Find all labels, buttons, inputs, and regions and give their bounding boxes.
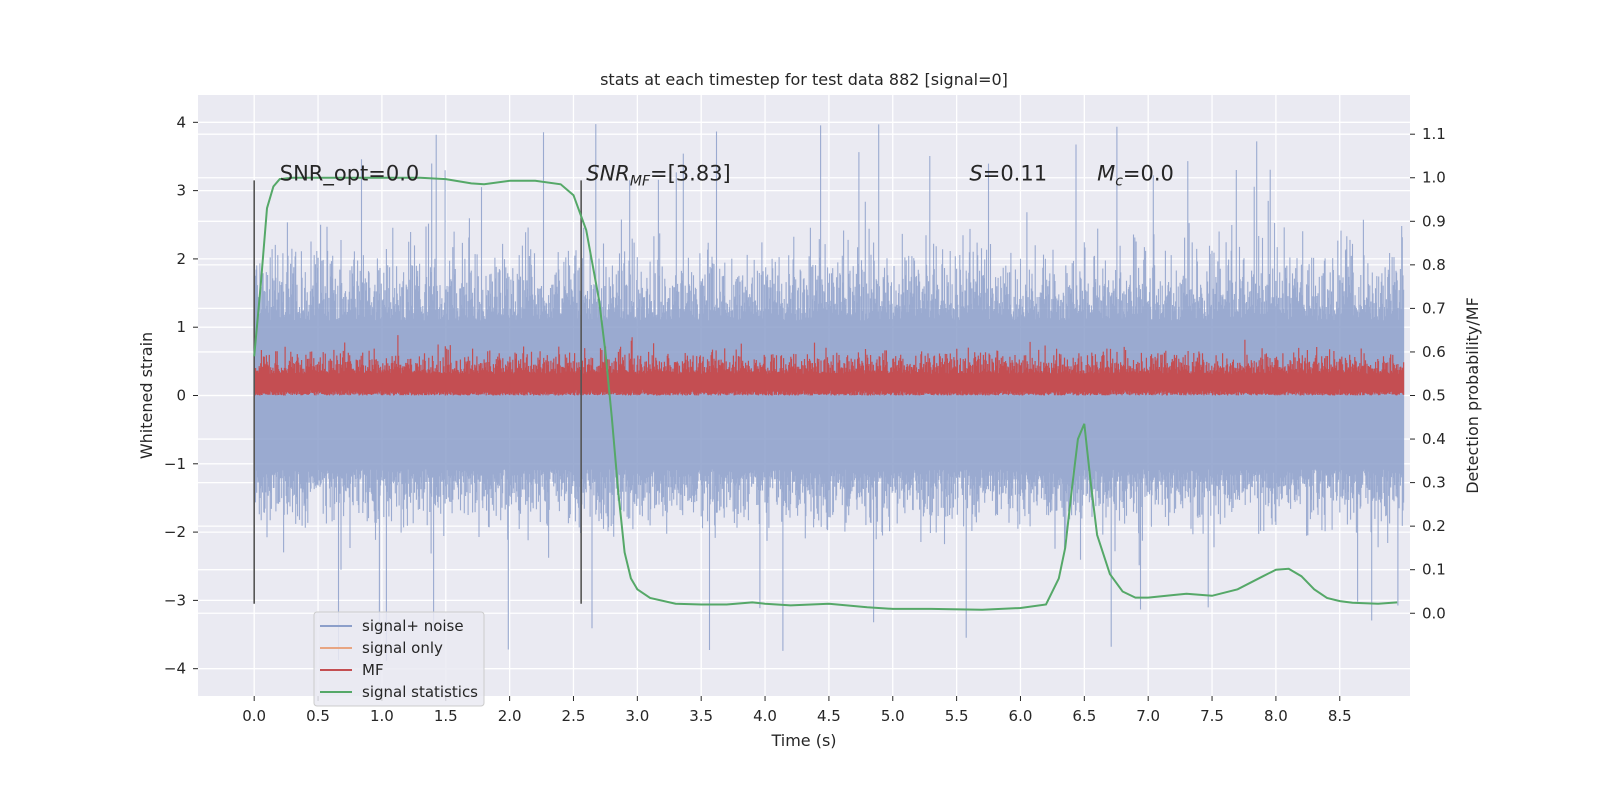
legend-item-signal-only: signal only bbox=[320, 639, 443, 657]
y2-tick-label: 0.3 bbox=[1422, 474, 1446, 492]
annotation-mc: Mc=0.0 bbox=[1097, 161, 1174, 189]
y2-tick-label: 0.7 bbox=[1422, 299, 1446, 317]
x-tick-label: 8.0 bbox=[1264, 707, 1288, 725]
annotation-s: S=0.11 bbox=[969, 161, 1047, 185]
chart-title: stats at each timestep for test data 882… bbox=[600, 70, 1008, 89]
y2-axis-label: Detection probability/MF bbox=[1463, 297, 1482, 494]
y2-tick-label: 0.2 bbox=[1422, 517, 1446, 535]
annotation-snr-mf-value: =[3.83] bbox=[650, 161, 731, 185]
x-tick-label: 3.5 bbox=[689, 707, 713, 725]
x-tick-label: 0.5 bbox=[306, 707, 330, 725]
y2-tick-label: 0.5 bbox=[1422, 387, 1446, 405]
x-tick-label: 3.0 bbox=[625, 707, 649, 725]
annotation-mc-subscript: c bbox=[1115, 173, 1123, 189]
y2-tick-label: 0.0 bbox=[1422, 604, 1446, 622]
x-axis-label: Time (s) bbox=[770, 731, 836, 750]
x-tick-label: 6.0 bbox=[1009, 707, 1033, 725]
annotation-snr-mf: SNRMF=[3.83] bbox=[586, 161, 731, 189]
y2-tick-label: 0.9 bbox=[1422, 212, 1446, 230]
legend-label-signal-noise: signal+ noise bbox=[362, 617, 464, 635]
legend-box bbox=[313, 611, 485, 707]
y2-tick-label: 0.8 bbox=[1422, 256, 1446, 274]
y2-tick-label: 1.1 bbox=[1422, 125, 1446, 143]
annotation-s-value: =0.11 bbox=[983, 161, 1047, 185]
legend-item-mf: MF bbox=[320, 661, 384, 679]
annotation-s-symbol: S bbox=[969, 161, 982, 185]
annotation-mc-value: =0.0 bbox=[1123, 161, 1174, 185]
legend-label-signal-only: signal only bbox=[362, 639, 443, 657]
legend: signal+ noise signal only MF signal stat… bbox=[313, 611, 485, 707]
y-tick-label: −2 bbox=[164, 523, 186, 541]
window-markers bbox=[253, 180, 582, 604]
legend-label-signal-statistics: signal statistics bbox=[362, 683, 478, 701]
y-tick-label: 1 bbox=[176, 318, 186, 336]
x-axis-ticks: 0.0 0.5 1.0 1.5 2.0 2.5 3.0 3.5 4.0 4.5 5.0 5.5 6.0 6… bbox=[242, 696, 1352, 725]
y2-axis-ticks: 1.1 1.0 0.9 0.8 0.7 0.6 0.5 0.4 0.3 0.2 0.1 0.0 bbox=[1410, 125, 1446, 622]
legend-item-signal-noise: signal+ noise bbox=[320, 617, 464, 635]
legend-item-signal-statistics: signal statistics bbox=[320, 683, 478, 701]
y-axis-label: Whitened strain bbox=[137, 332, 156, 459]
y2-tick-label: 0.4 bbox=[1422, 430, 1446, 448]
x-tick-label: 2.0 bbox=[498, 707, 522, 725]
x-tick-label: 7.0 bbox=[1136, 707, 1160, 725]
y-tick-label: 3 bbox=[176, 182, 186, 200]
x-tick-label: 1.5 bbox=[434, 707, 458, 725]
x-tick-label: 7.5 bbox=[1200, 707, 1224, 725]
y-tick-label: 0 bbox=[176, 387, 186, 405]
y-tick-label: −1 bbox=[164, 455, 186, 473]
y-tick-label: −4 bbox=[164, 660, 186, 678]
x-tick-label: 4.0 bbox=[753, 707, 777, 725]
y2-tick-label: 0.6 bbox=[1422, 343, 1446, 361]
y-tick-label: 4 bbox=[176, 113, 186, 131]
y2-tick-label: 1.0 bbox=[1422, 169, 1446, 187]
y2-tick-label: 0.1 bbox=[1422, 561, 1446, 579]
legend-label-mf: MF bbox=[362, 661, 384, 679]
x-tick-label: 4.5 bbox=[817, 707, 841, 725]
annotation-snr-mf-symbol: SNR bbox=[586, 161, 630, 185]
y-tick-label: −3 bbox=[164, 591, 186, 609]
x-tick-label: 1.0 bbox=[370, 707, 394, 725]
y-axis-ticks: 4 3 2 1 0 −1 −2 −3 −4 bbox=[164, 113, 198, 678]
x-tick-label: 8.5 bbox=[1328, 707, 1352, 725]
x-tick-label: 5.5 bbox=[945, 707, 969, 725]
x-tick-label: 0.0 bbox=[242, 707, 266, 725]
x-tick-label: 2.5 bbox=[562, 707, 586, 725]
annotation-snr-mf-subscript: MF bbox=[630, 173, 651, 189]
annotation-mc-symbol: M bbox=[1097, 161, 1115, 185]
series-signal-statistics bbox=[253, 176, 1398, 611]
y-tick-label: 2 bbox=[176, 250, 186, 268]
x-tick-label: 5.0 bbox=[881, 707, 905, 725]
x-tick-label: 6.5 bbox=[1072, 707, 1096, 725]
annotation-snr-opt: SNR_opt=0.0 bbox=[280, 161, 420, 186]
